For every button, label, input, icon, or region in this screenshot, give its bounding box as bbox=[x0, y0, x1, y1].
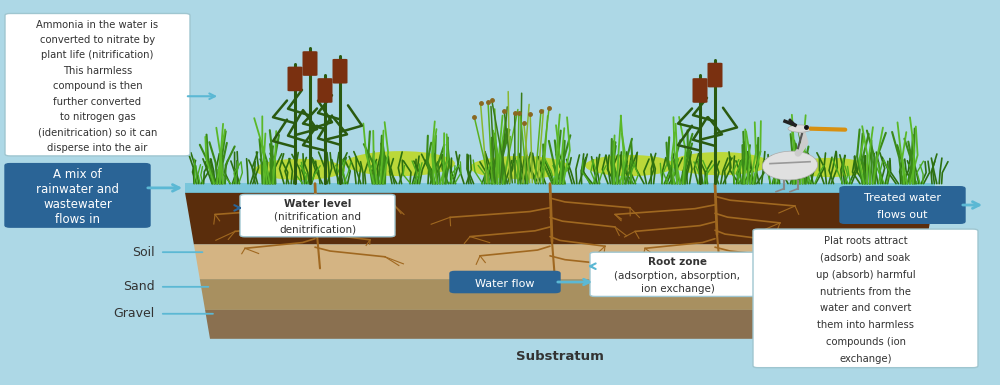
Polygon shape bbox=[185, 192, 935, 244]
Text: compound is then: compound is then bbox=[53, 81, 142, 91]
FancyBboxPatch shape bbox=[332, 59, 348, 84]
Text: (adsorb) and soak: (adsorb) and soak bbox=[820, 253, 911, 263]
Ellipse shape bbox=[470, 156, 570, 179]
Text: Soil: Soil bbox=[132, 246, 155, 259]
FancyBboxPatch shape bbox=[450, 271, 560, 293]
Text: rainwater and: rainwater and bbox=[36, 183, 119, 196]
Ellipse shape bbox=[762, 151, 818, 180]
FancyBboxPatch shape bbox=[318, 78, 332, 103]
FancyBboxPatch shape bbox=[240, 194, 395, 237]
Text: Treated water: Treated water bbox=[864, 194, 941, 203]
Text: converted to nitrate by: converted to nitrate by bbox=[40, 35, 155, 45]
Polygon shape bbox=[194, 244, 926, 279]
FancyBboxPatch shape bbox=[590, 252, 765, 296]
Text: Substratum: Substratum bbox=[516, 350, 604, 363]
FancyBboxPatch shape bbox=[753, 229, 978, 368]
Ellipse shape bbox=[585, 155, 675, 176]
Text: nutrients from the: nutrients from the bbox=[820, 287, 911, 296]
Text: compounds (ion: compounds (ion bbox=[826, 337, 906, 347]
Text: wastewater: wastewater bbox=[43, 198, 112, 211]
Text: to nitrogen gas: to nitrogen gas bbox=[60, 112, 135, 122]
FancyBboxPatch shape bbox=[840, 187, 965, 223]
Text: (idenitrication) so it can: (idenitrication) so it can bbox=[38, 127, 157, 137]
Ellipse shape bbox=[788, 125, 812, 132]
Text: Root zone: Root zone bbox=[648, 257, 707, 267]
Text: exchange): exchange) bbox=[839, 354, 892, 364]
FancyBboxPatch shape bbox=[5, 13, 190, 156]
FancyBboxPatch shape bbox=[302, 51, 318, 76]
Text: flows out: flows out bbox=[877, 210, 928, 220]
Text: disperse into the air: disperse into the air bbox=[47, 143, 148, 153]
Ellipse shape bbox=[790, 158, 870, 177]
Text: Water level: Water level bbox=[284, 199, 351, 209]
Text: Sand: Sand bbox=[123, 280, 155, 293]
Text: plant life (nitrification): plant life (nitrification) bbox=[41, 50, 154, 60]
Text: (nitrification and: (nitrification and bbox=[274, 212, 361, 222]
Text: Ammonia in the water is: Ammonia in the water is bbox=[36, 20, 159, 30]
Text: flows in: flows in bbox=[55, 213, 100, 226]
Polygon shape bbox=[205, 310, 915, 339]
Text: Gravel: Gravel bbox=[114, 307, 155, 320]
FancyBboxPatch shape bbox=[708, 63, 722, 87]
Text: This harmless: This harmless bbox=[63, 66, 132, 76]
FancyBboxPatch shape bbox=[692, 78, 708, 103]
Text: water and convert: water and convert bbox=[820, 303, 911, 313]
Text: (adsorption, absorption,: (adsorption, absorption, bbox=[614, 271, 740, 281]
Ellipse shape bbox=[670, 152, 770, 175]
Polygon shape bbox=[200, 279, 920, 310]
Polygon shape bbox=[185, 183, 935, 192]
FancyBboxPatch shape bbox=[5, 164, 150, 227]
Text: further converted: further converted bbox=[53, 97, 142, 107]
Ellipse shape bbox=[255, 159, 345, 180]
Text: up (absorb) harmful: up (absorb) harmful bbox=[816, 270, 915, 280]
Text: A mix of: A mix of bbox=[53, 168, 102, 181]
Ellipse shape bbox=[345, 151, 455, 176]
FancyBboxPatch shape bbox=[288, 67, 302, 91]
Text: ion exchange): ion exchange) bbox=[641, 284, 714, 294]
Text: them into harmless: them into harmless bbox=[817, 320, 914, 330]
Text: Water flow: Water flow bbox=[475, 279, 535, 289]
Text: denitrification): denitrification) bbox=[279, 225, 356, 235]
Text: Plat roots attract: Plat roots attract bbox=[824, 236, 907, 246]
